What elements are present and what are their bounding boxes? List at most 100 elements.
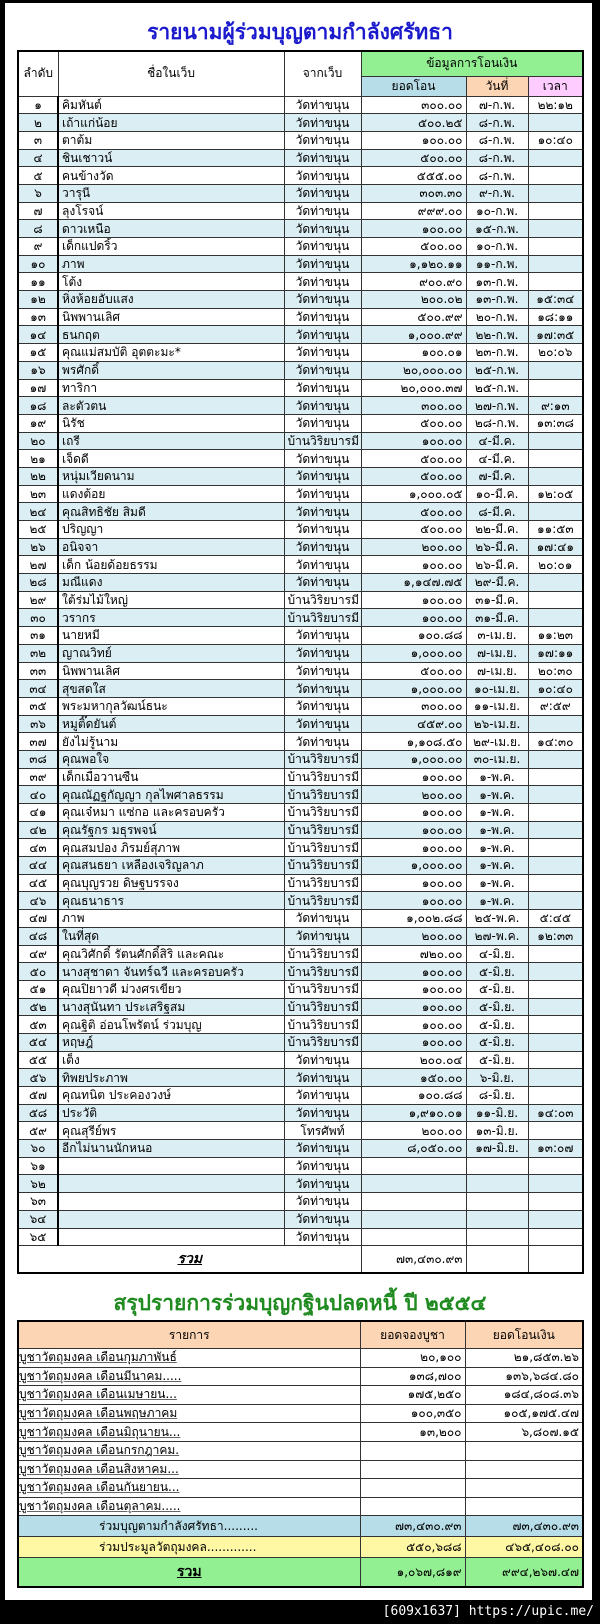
transfer-date: ๑๓-ก.พ. <box>465 272 529 292</box>
transfer-amount: ๑๐๐.๘๘ <box>360 1086 467 1105</box>
transfer-date: ๕-มิ.ย. <box>465 997 529 1017</box>
row-number: ๔๐ <box>17 785 59 804</box>
summary-transferred: ๖,๘๐๗.๑๕ <box>464 1422 584 1442</box>
donor-name: คุณณัฏฐกัญญา กุลไพศาลธรรม <box>57 785 285 804</box>
transfer-time: ๑๗:๓๕ <box>527 325 584 345</box>
table-row: ๑๔ ธนกฤต วัดท่าขนุน ๑,๐๐๐.๙๙ ๒๒-ก.พ. ๑๗:๓๕ <box>17 325 584 345</box>
donor-name: โต้ง <box>57 272 285 292</box>
transfer-amount: ๑๐๐.๐๐ <box>360 130 467 150</box>
row-number: ๒๙ <box>17 590 59 610</box>
row-number: ๓๔ <box>17 679 59 698</box>
donor-name: ในที่สุด <box>57 926 285 946</box>
summary-item: บูชาวัตถุมงคล เดือนสิงหาคม... <box>17 1459 361 1480</box>
donor-name: คุณเจ๋หมา แซ่กอ และครอบครัว <box>57 803 285 822</box>
transfer-date: ๕-มิ.ย. <box>465 1015 529 1034</box>
source-site: วัดท่าขนุน <box>283 466 362 486</box>
watermark: [609x1637] https://upic.me/ <box>382 1604 594 1619</box>
transfer-time: ๑๘:๑๑ <box>527 307 584 327</box>
source-site: วัดท่าขนุน <box>283 307 362 327</box>
row-number: ๙ <box>17 237 59 256</box>
donor-name: คนข้างวัด <box>57 166 285 185</box>
total-row: รวม ๗๓,๔๓๐.๙๓ <box>17 1245 584 1274</box>
source-site: วัดท่าขนุน <box>283 484 362 504</box>
transfer-amount: ๒๐๐.๐๐ <box>360 926 467 946</box>
transfer-date: ๑-พ.ค. <box>465 785 529 804</box>
donor-name: อีกไม่นานนักหนอ <box>57 1139 285 1158</box>
summary-header-pledged: ยอดจองบูชา <box>359 1320 466 1349</box>
table-row: ๒๐ เถรี บ้านวิริยบารมี ๑๐๐.๐๐ ๔-มี.ค. <box>17 431 584 451</box>
transfer-time <box>527 1209 584 1229</box>
transfer-amount: ๕๐๐.๙๙ <box>360 307 467 327</box>
summary-item: บูชาวัตถุมงคล เดือนตุลาคม..... <box>17 1496 361 1517</box>
donor-name: คุณแม่สมบัติ อุตตะมะ* <box>57 343 285 362</box>
transfer-amount: ๑๐๐.๐๐ <box>360 1015 467 1034</box>
row-number: ๕๔ <box>17 1032 59 1052</box>
transfer-amount: ๑๕๐.๐๐ <box>360 1068 467 1087</box>
header-transfer-info: ข้อมูลการโอนเงิน <box>360 50 584 77</box>
transfer-date: ๙-ก.พ. <box>465 183 529 203</box>
row-number: ๑๘ <box>17 396 59 415</box>
summary-total-row: รวม ๑,๐๖๗,๘๑๙ ๙๙๔,๒๖๗.๔๗ <box>17 1557 584 1588</box>
donor-name: คุณทนิต ประคองวงษ์ <box>57 1086 285 1105</box>
table-row: ๖๒ วัดท่าขนุน <box>17 1174 584 1194</box>
transfer-amount: ๑๐๐.๐๐ <box>360 555 467 575</box>
donor-name: คุณพอใจ <box>57 749 285 769</box>
table-row: ๓๖ หมูติ๊ดยันต์ วัดท่าขนุน ๔๕๙.๐๐ ๒๖-เม.ย. <box>17 714 584 734</box>
transfer-amount <box>360 1192 467 1211</box>
transfer-amount: ๑๐๐.๐๐ <box>360 1032 467 1052</box>
summary-month-rows: บูชาวัตถุมงคล เดือนกุมภาพันธ์ ๒๐,๑๐๐ ๒๑,๘๕… <box>17 1348 584 1517</box>
summary-row: บูชาวัตถุมงคล เดือนตุลาคม..... <box>17 1496 584 1517</box>
row-number: ๔๓ <box>17 838 59 858</box>
transfer-amount: ๒๐,๐๐๐.๐๐ <box>360 360 467 380</box>
source-site: วัดท่าขนุน <box>283 254 362 274</box>
transfer-time <box>527 1156 584 1176</box>
row-number: ๖๕ <box>17 1227 59 1247</box>
transfer-time <box>527 979 584 999</box>
table-row: ๔๐ คุณณัฏฐกัญญา กุลไพศาลธรรม บ้านวิริยบารม… <box>17 785 584 804</box>
transfer-date: ๑๑-เม.ย. <box>465 696 529 716</box>
donor-name: ชินเชาวน์ <box>57 148 285 168</box>
source-site: บ้านวิริยบารมี <box>283 608 362 628</box>
source-site: วัดท่าขนุน <box>283 1192 362 1211</box>
source-site: วัดท่าขนุน <box>283 360 362 380</box>
transfer-amount: ๓๐๐.๐๐ <box>360 396 467 415</box>
row-number: ๓๑ <box>17 626 59 645</box>
transfer-amount: ๒๐๐.๐๐ <box>360 785 467 804</box>
transfer-time <box>527 449 584 468</box>
transfer-amount: ๒๐,๐๐๐.๓๗ <box>360 378 467 398</box>
source-site: บ้านวิริยบารมี <box>283 873 362 893</box>
transfer-amount: ๑๐๐.๐๐ <box>360 891 467 911</box>
table-row: ๓๐ วรากร บ้านวิริยบารมี ๑๐๐.๐๐ ๓๑-มี.ค. <box>17 608 584 628</box>
transfer-time: ๙:๕๙ <box>527 696 584 716</box>
donor-name: หิ่งห้อยอับแสง <box>57 290 285 309</box>
row-number: ๕๘ <box>17 1103 59 1123</box>
row-number: ๔๑ <box>17 803 59 822</box>
transfer-amount: ๕๐๐.๒๕ <box>360 113 467 132</box>
transfer-time: ๑๔:๐๓ <box>527 1103 584 1123</box>
table-row: ๒๕ ปริญญา วัดท่าขนุน ๕๐๐.๐๐ ๒๒-มี.ค. ๑๑:๕๓ <box>17 520 584 539</box>
row-number: ๒๘ <box>17 573 59 592</box>
donor-name: เต็ง <box>57 1050 285 1070</box>
donor-name: อนิจจา <box>57 537 285 557</box>
transfer-date: ๑๑-ก.พ. <box>465 254 529 274</box>
transfer-date: ๑๓-มิ.ย. <box>465 1121 529 1141</box>
transfer-date: ๓-เม.ย. <box>465 626 529 645</box>
transfer-amount <box>360 1174 467 1194</box>
transfer-date: ๑-พ.ค. <box>465 873 529 893</box>
summary-merit-row: ร่วมบุญตามกำลังศรัทธา......... ๗๓,๔๓๐.๙๓… <box>17 1515 584 1538</box>
transfer-time <box>527 219 584 238</box>
source-site: บ้านวิริยบารมี <box>283 997 362 1017</box>
donor-name: เถรี <box>57 431 285 451</box>
row-number: ๓๗ <box>17 732 59 751</box>
transfer-time: ๕:๔๕ <box>527 909 584 928</box>
transfer-time <box>527 873 584 893</box>
row-number: ๕๕ <box>17 1050 59 1070</box>
table-row: ๖วารุนี วัดท่าขนุน ๓๐๓.๓๐ ๙-ก.พ. <box>17 183 584 203</box>
transfer-date: ๗-มี.ค. <box>465 466 529 486</box>
donor-name: เถ้าแก่น้อย <box>57 113 285 132</box>
table-row: ๕๕ เต็ง วัดท่าขนุน ๒๐๐.๐๔ ๕-มิ.ย. <box>17 1050 584 1070</box>
row-number: ๖๐ <box>17 1139 59 1158</box>
transfer-date: ๑-พ.ค. <box>465 767 529 787</box>
source-site: วัดท่าขนุน <box>283 1174 362 1194</box>
transfer-amount: ๑๐๐.๐๐ <box>360 873 467 893</box>
